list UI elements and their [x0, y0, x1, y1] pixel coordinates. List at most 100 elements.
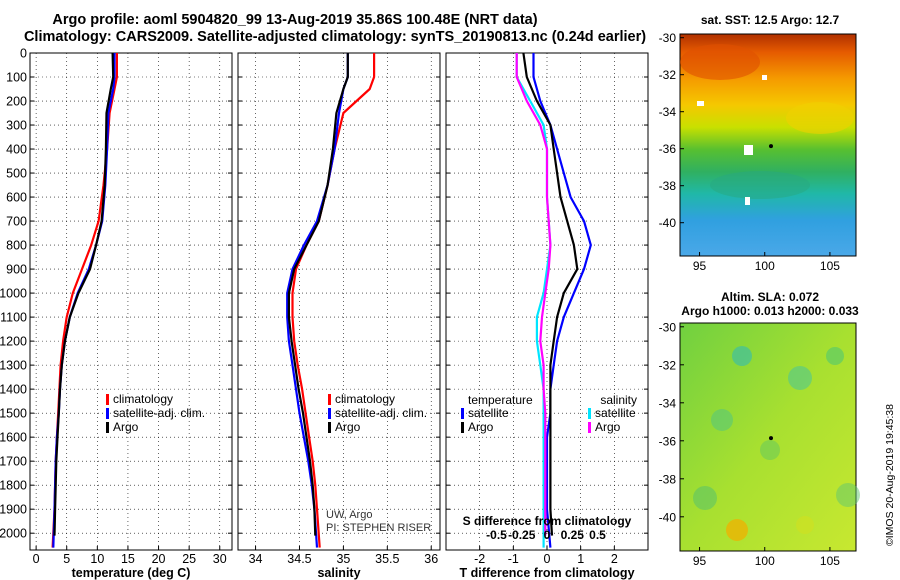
x-tick-label: 25 [182, 552, 196, 566]
legend-satellite-label: satellite-adj. clim. [335, 406, 427, 420]
legend-swatch-argo [328, 422, 331, 433]
latitude-tick-label: -38 [659, 179, 677, 193]
temperature-legend: climatology satellite-adj. clim. Argo [106, 392, 205, 434]
sla-low-anomaly [826, 347, 844, 365]
x-tick-label: 0 [33, 552, 40, 566]
x-tick-label: 35.5 [375, 552, 399, 566]
figure-title-line-2: Climatology: CARS2009. Satellite-adjuste… [23, 29, 647, 45]
s-difference-tick-label: 0.5 [589, 528, 606, 542]
x-tick-label: 30 [213, 552, 227, 566]
depth-tick-label: 900 [6, 263, 27, 277]
x-tick-label: 34.5 [287, 552, 311, 566]
longitude-tick-label: 95 [693, 554, 707, 568]
longitude-tick-label: 100 [755, 554, 775, 568]
temperature-profile-lines [51, 52, 119, 548]
legend-swatch-satellite [328, 408, 331, 419]
sst-land-mask [744, 145, 753, 155]
legend-swatch-climatology [106, 394, 109, 405]
salinity-panel: 34 34.5 35 35.5 36 salinity climatology sate… [237, 52, 441, 580]
salinity-annotation-line-1: UW, Argo [326, 509, 372, 521]
sst-map-panel: sat. SST: 12.5 Argo: 12.7 95 100 105 -30 -32… [659, 13, 857, 273]
longitude-tick-label: 105 [820, 554, 840, 568]
sla-low-anomaly [711, 409, 733, 431]
depth-tick-label: 1700 [0, 455, 27, 469]
legend-s-satellite-label: satellite [595, 406, 636, 420]
x-tick-label: 5 [63, 552, 70, 566]
legend-satellite-label: satellite-adj. clim. [113, 406, 205, 420]
x-tick-label: 15 [121, 552, 135, 566]
temperature-panel: 0100200300400500600700800900100011001200… [0, 47, 233, 580]
depth-tick-label: 200 [6, 95, 27, 109]
sla-map-panel: Altim. SLA: 0.072 Argo h1000: 0.013 h200… [659, 290, 860, 568]
x-tick-label: -2 [474, 552, 485, 566]
series-line-satellite-adj-clim- [286, 53, 349, 548]
salinity-axis-ticks: 34 34.5 35 35.5 36 [238, 52, 440, 566]
sla-low-anomaly [760, 440, 780, 460]
x-tick-label: 34 [249, 552, 263, 566]
legend-swatch-s-satellite [588, 408, 591, 419]
sla-low-anomaly [836, 483, 860, 507]
latitude-tick-label: -32 [659, 358, 677, 372]
imos-timestamp: ©IMOS 20-Aug-2019 19:45:38 [884, 404, 896, 546]
legend-salinity-title: salinity [600, 393, 637, 407]
latitude-tick-label: -40 [659, 510, 677, 524]
depth-tick-label: 500 [6, 167, 27, 181]
depth-tick-label: 700 [6, 215, 27, 229]
x-tick-label: 0 [544, 552, 551, 566]
longitude-tick-label: 95 [693, 259, 707, 273]
latitude-tick-label: -40 [659, 216, 677, 230]
temperature-plot-frame [29, 52, 233, 551]
series-line-argo [287, 53, 349, 536]
series-line-climatology [291, 53, 376, 548]
temperature-axis-ticks: 0100200300400500600700800900100011001200… [0, 47, 232, 566]
s-difference-tick-label: -0.5 [486, 528, 507, 542]
depth-tick-label: 600 [6, 191, 27, 205]
difference-s-axis-ticks: -0.5 -0.25 0 0.25 0.5 [486, 528, 606, 542]
sla-low-anomaly [788, 366, 812, 390]
legend-climatology-label: climatology [335, 392, 395, 406]
legend-argo-label: Argo [335, 420, 361, 434]
series-line-s-satellite [515, 53, 552, 548]
legend-swatch-t-argo [461, 422, 464, 433]
temperature-grid [30, 52, 232, 550]
legend-swatch-s-argo [588, 422, 591, 433]
sla-high-anomaly [796, 516, 814, 534]
sla-map-axis-ticks: 95 100 105 -30 -32 -34 -36 -38 -40 [659, 320, 841, 568]
latitude-tick-label: -32 [659, 68, 677, 82]
argo-position-marker [768, 436, 773, 441]
latitude-tick-label: -36 [659, 142, 677, 156]
x-tick-label: -1 [508, 552, 519, 566]
legend-climatology-label: climatology [113, 392, 173, 406]
sla-map-title-line-1: Altim. SLA: 0.072 [721, 290, 819, 304]
sst-land-mask [697, 101, 704, 106]
legend-swatch-t-satellite [461, 408, 464, 419]
legend-temperature-title: temperature [468, 393, 533, 407]
depth-tick-label: 2000 [0, 527, 27, 541]
s-difference-tick-label: -0.25 [508, 528, 536, 542]
figure-title-line-1: Argo profile: aoml 5904820_99 13-Aug-201… [52, 12, 538, 28]
series-line-s-argo [515, 53, 552, 536]
depth-tick-label: 1200 [0, 335, 27, 349]
legend-swatch-argo [106, 422, 109, 433]
x-tick-label: 2 [611, 552, 618, 566]
sst-map-title: sat. SST: 12.5 Argo: 12.7 [701, 13, 840, 27]
series-line-argo [53, 52, 115, 536]
depth-tick-label: 100 [6, 71, 27, 85]
legend-swatch-climatology [328, 394, 331, 405]
x-tick-label: 10 [90, 552, 104, 566]
latitude-tick-label: -38 [659, 472, 677, 486]
difference-axis-ticks: -2 -1 0 1 2 [446, 52, 648, 566]
s-difference-tick-label: 0.25 [561, 528, 585, 542]
depth-tick-label: 1300 [0, 359, 27, 373]
depth-tick-label: 1600 [0, 431, 27, 445]
latitude-tick-label: -34 [659, 105, 677, 119]
latitude-tick-label: -34 [659, 396, 677, 410]
salinity-plot-frame [237, 52, 441, 551]
temperature-x-axis-label: temperature (deg C) [72, 566, 191, 580]
depth-tick-label: 1900 [0, 503, 27, 517]
salinity-grid [238, 52, 440, 550]
difference-profile-lines [515, 52, 592, 548]
x-tick-label: 20 [152, 552, 166, 566]
x-tick-label: 36 [424, 552, 438, 566]
